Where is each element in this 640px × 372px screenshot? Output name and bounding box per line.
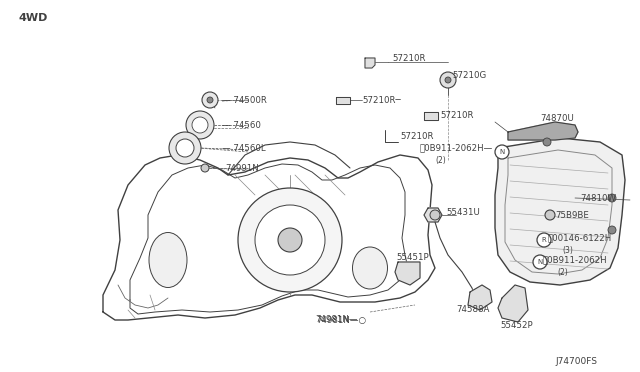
Text: N: N bbox=[499, 149, 504, 155]
Circle shape bbox=[440, 72, 456, 88]
Text: R: R bbox=[541, 237, 547, 243]
Circle shape bbox=[608, 226, 616, 234]
Ellipse shape bbox=[149, 232, 187, 288]
Circle shape bbox=[186, 111, 214, 139]
Text: 74810W: 74810W bbox=[580, 193, 616, 202]
Text: (3): (3) bbox=[562, 246, 573, 254]
Text: 57210R: 57210R bbox=[392, 54, 426, 62]
Circle shape bbox=[533, 255, 547, 269]
Polygon shape bbox=[395, 262, 420, 285]
Polygon shape bbox=[103, 155, 435, 320]
Polygon shape bbox=[498, 285, 528, 322]
Polygon shape bbox=[365, 58, 375, 68]
Text: 57210R: 57210R bbox=[440, 110, 474, 119]
Text: (2): (2) bbox=[435, 155, 445, 164]
Circle shape bbox=[207, 97, 213, 103]
Text: 74588A: 74588A bbox=[456, 305, 490, 314]
Text: 74870U: 74870U bbox=[540, 113, 574, 122]
Circle shape bbox=[192, 117, 208, 133]
Text: 55431U: 55431U bbox=[446, 208, 480, 217]
Circle shape bbox=[543, 138, 551, 146]
Text: 74981N—○: 74981N—○ bbox=[316, 315, 366, 324]
Text: 55451P: 55451P bbox=[396, 253, 429, 263]
Text: 75B9BE: 75B9BE bbox=[555, 211, 589, 219]
Circle shape bbox=[176, 139, 194, 157]
Text: Ⓛ00146-6122H: Ⓛ00146-6122H bbox=[548, 234, 612, 243]
Circle shape bbox=[495, 145, 509, 159]
Text: 4WD: 4WD bbox=[18, 13, 47, 23]
Circle shape bbox=[545, 210, 555, 220]
Text: N: N bbox=[538, 259, 543, 265]
Circle shape bbox=[255, 205, 325, 275]
Circle shape bbox=[169, 132, 201, 164]
Circle shape bbox=[445, 77, 451, 83]
Text: 57210R: 57210R bbox=[400, 131, 433, 141]
Polygon shape bbox=[508, 122, 578, 140]
Polygon shape bbox=[424, 112, 438, 120]
Circle shape bbox=[278, 228, 302, 252]
Circle shape bbox=[537, 233, 551, 247]
Circle shape bbox=[201, 164, 209, 172]
Text: — 74500R: — 74500R bbox=[222, 96, 267, 105]
Text: ⓝ0B911-2062H: ⓝ0B911-2062H bbox=[543, 256, 607, 264]
Circle shape bbox=[430, 210, 440, 220]
Polygon shape bbox=[424, 208, 442, 222]
Text: 55452P: 55452P bbox=[500, 321, 532, 330]
Text: 57210G: 57210G bbox=[452, 71, 486, 80]
Polygon shape bbox=[336, 97, 350, 104]
Text: J74700FS: J74700FS bbox=[555, 357, 597, 366]
Ellipse shape bbox=[353, 247, 387, 289]
Text: (2): (2) bbox=[557, 267, 568, 276]
Circle shape bbox=[608, 194, 616, 202]
Text: 74981N—: 74981N— bbox=[315, 315, 358, 324]
Circle shape bbox=[238, 188, 342, 292]
Text: — 74560L: — 74560L bbox=[222, 144, 266, 153]
Circle shape bbox=[202, 92, 218, 108]
Text: 74991N: 74991N bbox=[225, 164, 259, 173]
Text: 57210R─: 57210R─ bbox=[362, 96, 401, 105]
Polygon shape bbox=[468, 285, 492, 310]
Polygon shape bbox=[495, 138, 625, 285]
Text: ⓝ0B911-2062H—: ⓝ0B911-2062H— bbox=[420, 144, 493, 153]
Text: — 74560: — 74560 bbox=[222, 121, 261, 129]
